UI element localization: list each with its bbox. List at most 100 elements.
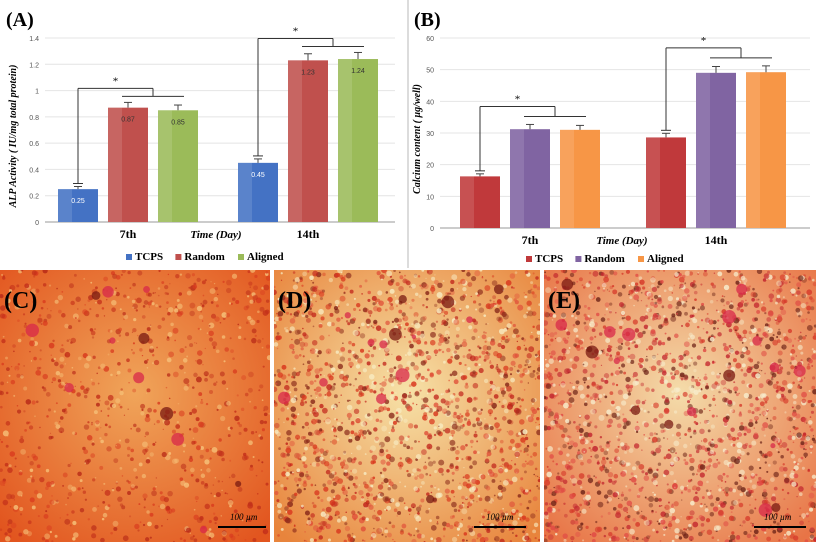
stain-speck	[415, 373, 421, 379]
stain-speck	[811, 353, 816, 360]
stain-speck	[83, 449, 89, 455]
stain-speck	[311, 409, 317, 415]
stain-speck	[731, 409, 736, 414]
stain-speck	[652, 312, 658, 318]
stain-speck	[318, 535, 323, 540]
stain-speck	[47, 408, 52, 412]
stain-speck	[673, 284, 676, 287]
stain-speck	[726, 270, 732, 273]
stain-speck	[366, 323, 370, 327]
stain-speck	[512, 328, 519, 335]
stain-speck	[358, 431, 361, 433]
stain-speck	[358, 461, 363, 465]
stain-speck	[718, 509, 724, 516]
stain-speck	[730, 300, 733, 303]
stain-speck	[393, 366, 397, 370]
stain-speck	[386, 270, 393, 277]
stain-speck	[384, 436, 391, 443]
stain-speck	[318, 323, 323, 328]
stain-speck	[751, 524, 755, 527]
stain-speck	[481, 276, 484, 278]
stain-speck	[51, 381, 53, 384]
stain-speck	[772, 334, 775, 337]
stain-speck	[743, 334, 746, 337]
stain-speck	[485, 485, 491, 491]
stain-speck	[562, 533, 568, 539]
stain-speck	[354, 476, 358, 480]
stain-speck	[55, 499, 59, 503]
stain-speck	[382, 361, 387, 366]
stain-speck	[633, 304, 635, 307]
stain-speck	[325, 449, 329, 453]
stain-speck	[595, 520, 598, 524]
stain-speck	[510, 286, 514, 289]
stain-speck	[476, 537, 479, 540]
stain-speck	[29, 340, 35, 347]
stain-speck	[292, 271, 296, 274]
stain-speck	[348, 340, 352, 345]
stain-speck	[59, 373, 64, 378]
stain-speck	[621, 272, 624, 275]
stain-speck	[509, 366, 514, 371]
stain-speck	[334, 418, 337, 421]
stain-speck	[509, 373, 513, 376]
stain-speck	[738, 270, 741, 273]
stain-speck	[226, 279, 232, 286]
stain-speck	[230, 302, 233, 305]
stain-speck	[328, 473, 335, 479]
stain-speck	[421, 449, 427, 455]
mineral-nodule	[769, 362, 780, 373]
stain-speck	[695, 381, 701, 387]
stain-speck	[134, 485, 138, 489]
stain-speck	[731, 531, 735, 535]
stain-speck	[544, 479, 551, 486]
stain-speck	[587, 477, 594, 483]
stain-speck	[297, 413, 300, 416]
stain-speck	[100, 427, 102, 429]
stain-speck	[294, 452, 300, 459]
stain-speck	[123, 314, 129, 320]
stain-speck	[130, 448, 135, 453]
stain-speck	[788, 417, 793, 422]
stain-speck	[532, 403, 534, 405]
stain-speck	[0, 313, 6, 319]
stain-speck	[92, 507, 97, 512]
stain-speck	[669, 352, 672, 355]
stain-speck	[811, 385, 816, 390]
stain-speck	[763, 488, 767, 493]
stain-speck	[91, 421, 93, 424]
stain-speck	[562, 479, 568, 485]
stain-speck	[289, 471, 293, 474]
legend-label-tcps: TCPS	[535, 253, 563, 265]
stain-speck	[54, 361, 59, 367]
mineral-nodule	[613, 357, 620, 365]
stain-speck	[586, 376, 590, 380]
stain-speck	[183, 385, 189, 391]
stain-speck	[634, 482, 637, 486]
stain-speck	[756, 361, 760, 364]
stain-speck	[337, 425, 344, 432]
stain-speck	[699, 379, 702, 382]
stain-speck	[789, 353, 793, 356]
stain-speck	[482, 345, 489, 351]
stain-speck	[698, 514, 704, 520]
stain-speck	[502, 394, 505, 397]
stain-speck	[654, 301, 658, 305]
stain-speck	[589, 372, 595, 378]
stain-speck	[413, 486, 418, 491]
stain-speck	[688, 332, 693, 337]
stain-speck	[620, 442, 625, 447]
stain-speck	[791, 359, 798, 366]
stain-speck	[810, 298, 815, 303]
stain-speck	[59, 421, 61, 423]
stain-speck	[619, 431, 623, 436]
stain-speck	[788, 281, 791, 283]
stain-speck	[606, 409, 612, 415]
stain-speck	[5, 421, 11, 426]
stain-speck	[526, 506, 530, 510]
stain-speck	[261, 461, 264, 464]
stain-speck	[795, 404, 801, 410]
stain-speck	[178, 410, 185, 417]
stain-speck	[213, 296, 219, 302]
stain-speck	[237, 323, 240, 326]
